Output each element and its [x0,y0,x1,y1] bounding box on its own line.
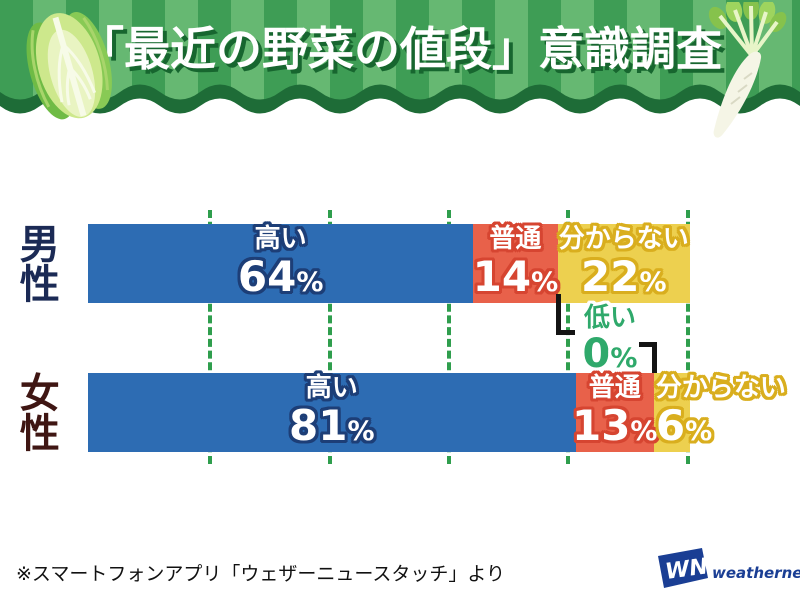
page-title: 「最近の野菜の値段」意識調査 [78,22,722,76]
gridline-20pct [208,210,212,464]
segment-label: 分からない 22% [558,224,689,301]
callout-connector-female-horizontal [639,342,657,347]
callout-connector-male-horizontal [556,330,575,335]
callout-connector-male-vertical [556,294,561,335]
callout-connector-female-vertical [652,342,657,373]
logo-brand-text: weathernews [712,564,800,582]
weathernews-logo-icon: WN [658,548,710,588]
gridline-60pct [447,210,451,464]
segment-label: 普通 13% [571,373,658,450]
row-label-female: 女性 [12,372,59,452]
banner-striped-area [0,0,800,100]
logo-wn-text: WN [664,554,710,585]
segment-label: 普通 14% [472,224,559,301]
segment-male-normal: 普通 14% [472,224,559,303]
weathernews-logo: WN weathernews [648,546,800,596]
segment-female-normal: 普通 13% [572,373,657,452]
gridline-100pct [686,210,690,464]
gridline-40pct [328,210,332,464]
segment-male-unknown: 分からない 22% [557,224,690,303]
segment-label: 高い 64% [237,224,324,301]
row-label-male: 男性 [12,223,59,303]
banner-background [0,0,800,114]
bar-female: 高い 81% 普通 13% 分からない 6% [88,373,786,452]
daikon-radish-icon [708,2,787,138]
source-note: ※スマートフォンアプリ「ウェザーニュースタッチ」より [16,563,506,585]
segment-male-high: 高い 64% [88,224,474,303]
bar-male: 高い 64% 普通 14% 分からない 22% [88,224,690,303]
callout-low: 低い 0% [582,303,638,377]
gridline-80pct [566,210,570,464]
segment-label: 高い 81% [289,373,375,450]
napa-cabbage-icon [26,12,112,120]
segment-female-high: 高い 81% [88,373,576,452]
segment-female-unknown: 分からない 6% [653,373,786,452]
segment-label: 分からない 6% [655,373,786,450]
